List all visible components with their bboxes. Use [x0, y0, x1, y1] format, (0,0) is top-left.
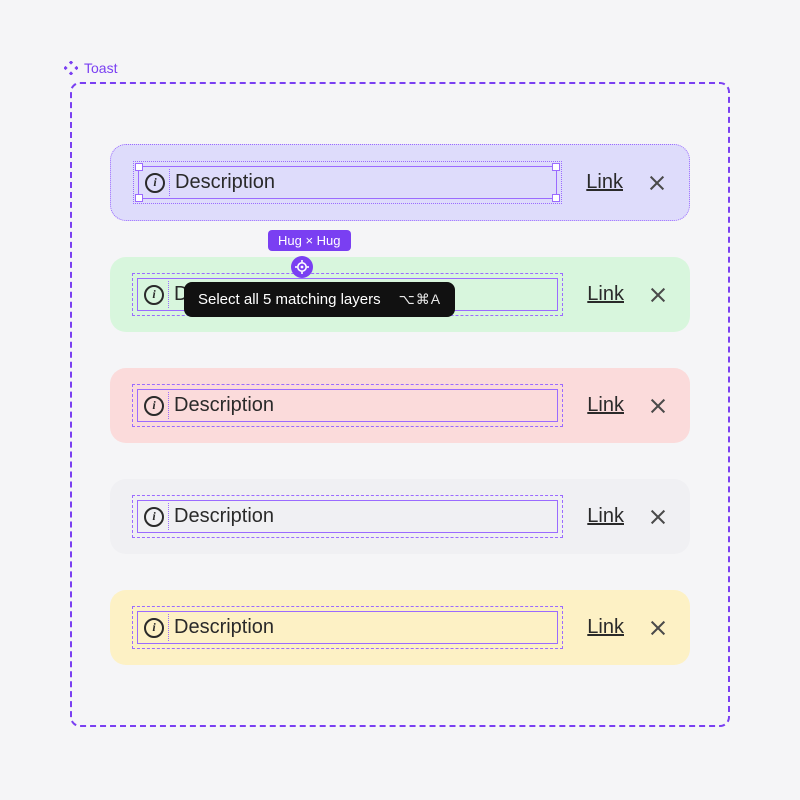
info-icon: i	[144, 507, 164, 527]
component-frame[interactable]: i Description Link i Description	[70, 82, 730, 727]
close-icon[interactable]	[648, 285, 668, 305]
resize-handle-br[interactable]	[552, 194, 560, 202]
toast-content[interactable]: i Description	[133, 161, 562, 204]
resize-handle-tl[interactable]	[135, 163, 143, 171]
toast-content[interactable]: i Description	[132, 384, 563, 427]
toast-description: Description	[174, 394, 274, 417]
toast-description: Description	[174, 616, 274, 639]
close-icon[interactable]	[648, 507, 668, 527]
selection-box[interactable]: i Description	[137, 500, 558, 533]
selection-box[interactable]: i Description	[138, 166, 557, 199]
info-icon: i	[145, 173, 165, 193]
selection-divider	[168, 614, 169, 641]
info-icon: i	[144, 618, 164, 638]
selection-divider	[168, 392, 169, 419]
selection-divider	[169, 169, 170, 196]
selection-divider	[168, 503, 169, 530]
toast-content[interactable]: i Description	[132, 606, 563, 649]
selection-box[interactable]: i Description	[137, 389, 558, 422]
toast-description: Description	[175, 171, 275, 194]
toast-variant[interactable]: i Description Link	[110, 368, 690, 443]
close-icon[interactable]	[648, 396, 668, 416]
tooltip-shortcut: ⌥⌘A	[399, 291, 441, 308]
toast-variant[interactable]: i Description Link	[110, 590, 690, 665]
design-canvas[interactable]: Toast i Description Link	[0, 0, 800, 800]
component-name: Toast	[84, 60, 117, 76]
close-icon[interactable]	[647, 173, 667, 193]
resize-handle-tr[interactable]	[552, 163, 560, 171]
target-icon	[295, 260, 309, 274]
close-icon[interactable]	[648, 618, 668, 638]
toast-content[interactable]: i Description	[132, 495, 563, 538]
toast-link[interactable]: Link	[587, 505, 624, 528]
toast-description: Description	[174, 505, 274, 528]
select-matching-button[interactable]	[291, 256, 313, 278]
tooltip: Select all 5 matching layers ⌥⌘A	[184, 282, 455, 317]
component-icon	[64, 61, 78, 75]
component-label: Toast	[64, 60, 730, 76]
toast-link[interactable]: Link	[587, 283, 624, 306]
toast-variant[interactable]: i Description Link	[110, 479, 690, 554]
info-icon: i	[144, 285, 164, 305]
selection-divider	[168, 281, 169, 308]
tooltip-text: Select all 5 matching layers	[198, 291, 381, 308]
constraint-badge: Hug × Hug	[268, 230, 351, 251]
toast-link[interactable]: Link	[587, 616, 624, 639]
info-icon: i	[144, 396, 164, 416]
toast-link[interactable]: Link	[587, 394, 624, 417]
selection-box[interactable]: i Description	[137, 611, 558, 644]
toast-link[interactable]: Link	[586, 171, 623, 194]
resize-handle-bl[interactable]	[135, 194, 143, 202]
toast-variant[interactable]: i Description Link	[110, 144, 690, 221]
